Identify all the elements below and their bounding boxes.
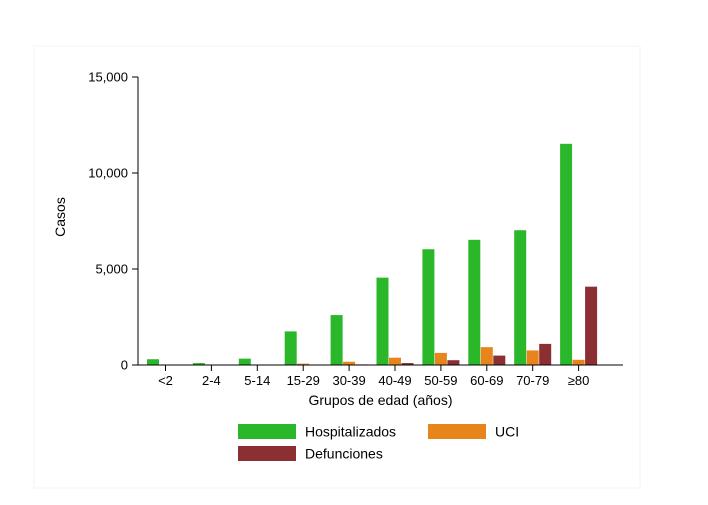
y-tick-label: 15,000 (88, 70, 128, 85)
y-tick-label: 0 (121, 358, 128, 373)
x-tick-label: 70-79 (516, 373, 549, 388)
x-tick-label: 30-39 (332, 373, 365, 388)
y-tick-label: 10,000 (88, 166, 128, 181)
legend-label-hospitalizados: Hospitalizados (305, 424, 396, 440)
legend-swatch-uci (428, 424, 486, 439)
x-tick-label: ≥80 (568, 373, 590, 388)
y-tick-label: 5,000 (95, 262, 128, 277)
legend-label-defunciones: Defunciones (305, 446, 383, 462)
bar-hospitalizados-7 (468, 240, 480, 365)
x-tick-label: 40-49 (378, 373, 411, 388)
x-tick-label: 60-69 (470, 373, 503, 388)
legend-swatch-hospitalizados (238, 424, 296, 439)
bar-hospitalizados-3 (285, 331, 297, 365)
bar-uci-8 (527, 350, 539, 365)
x-tick-label: 50-59 (424, 373, 457, 388)
bar-uci-5 (389, 358, 401, 365)
x-tick-label: 2-4 (202, 373, 221, 388)
bar-hospitalizados-8 (514, 230, 526, 365)
bar-uci-9 (573, 360, 585, 365)
x-tick-label: 15-29 (287, 373, 320, 388)
x-tick-label: 5-14 (244, 373, 270, 388)
y-axis-title: Casos (52, 197, 68, 237)
legend-swatch-defunciones (238, 446, 296, 461)
bar-hospitalizados-2 (239, 359, 251, 365)
bar-uci-7 (481, 347, 493, 365)
bar-hospitalizados-5 (377, 278, 389, 365)
bar-defunciones-6 (447, 360, 459, 365)
bar-hospitalizados-9 (560, 144, 572, 365)
x-axis-title: Grupos de edad (años) (309, 392, 453, 408)
x-tick-label: <2 (158, 373, 173, 388)
bar-hospitalizados-6 (422, 249, 434, 365)
bar-defunciones-7 (493, 356, 505, 365)
bar-uci-6 (435, 353, 447, 365)
bar-hospitalizados-4 (331, 315, 343, 365)
bar-hospitalizados-0 (147, 359, 159, 365)
bar-defunciones-8 (539, 344, 551, 365)
legend-label-uci: UCI (495, 424, 519, 440)
bar-defunciones-9 (585, 287, 597, 365)
